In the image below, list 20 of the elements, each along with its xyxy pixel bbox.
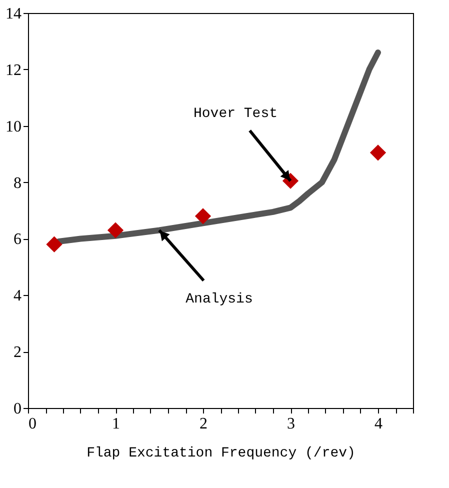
y-tick-label: 4 (14, 288, 22, 305)
y-tick-label: 8 (14, 174, 22, 192)
y-tick-label: 6 (14, 231, 22, 248)
point (46, 236, 62, 252)
point (107, 222, 124, 238)
y-tick-label: 14 (6, 6, 22, 22)
annotation: Hover Test (193, 106, 278, 122)
x-tick-label: 1 (112, 416, 120, 432)
y-tick-label: 12 (6, 62, 22, 79)
point (194, 208, 212, 224)
x-tick-label: 3 (287, 416, 295, 432)
x-axis-title: Flap Excitation Frequency (/rev) (86, 446, 356, 462)
y-tick-label: 10 (6, 118, 22, 136)
x-tick-label: 4 (374, 416, 382, 432)
y-tick-label: 0 (14, 400, 22, 418)
x-tick-label: 0 (28, 416, 36, 432)
point (370, 144, 386, 161)
y-tick-label: 2 (14, 344, 22, 362)
x-tick-label: 2 (200, 416, 208, 432)
annotation: Analysis (186, 291, 253, 308)
